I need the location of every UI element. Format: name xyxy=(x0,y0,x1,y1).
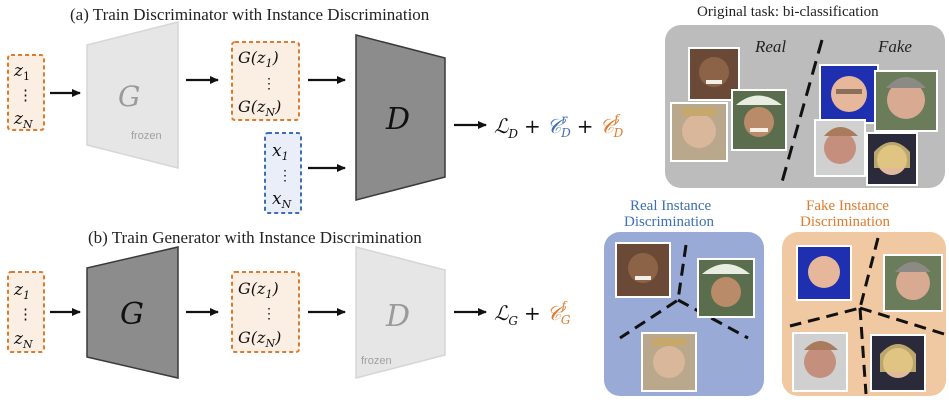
svg-text:zN: zN xyxy=(13,109,33,131)
svg-text:⋮: ⋮ xyxy=(262,76,276,92)
svg-text:xN: xN xyxy=(272,189,292,211)
section-a-loss: ℒD + 𝒞r D + 𝒞f D xyxy=(494,112,624,141)
real-instance-title-line1: Real Instance xyxy=(630,198,712,214)
svg-text:G(z1): G(z1) xyxy=(238,48,279,70)
svg-text:G(z1): G(z1) xyxy=(238,279,279,301)
section-b-discriminator: D frozen xyxy=(355,246,446,379)
decision-boundary xyxy=(780,39,824,183)
face-thumb xyxy=(615,242,671,298)
original-task-panel: Original task: bi-classification Real Fa… xyxy=(665,4,945,188)
svg-text:G(zN): G(zN) xyxy=(238,328,281,350)
section-a-input-box: z1 ⋮ zN xyxy=(7,54,45,131)
face-thumb xyxy=(819,64,879,124)
face-thumb xyxy=(670,102,728,162)
b-discriminator-frozen-note: frozen xyxy=(361,355,392,367)
section-b-input-box: z1 ⋮ zN xyxy=(7,271,45,353)
fake-label: Fake xyxy=(877,37,912,56)
section-b-generator: G xyxy=(86,246,179,379)
section-b-loss: ℒG + 𝒞f G xyxy=(494,299,571,328)
b-generator-label: G xyxy=(120,297,144,332)
svg-text:⋮: ⋮ xyxy=(278,168,292,184)
real-instance-panel: Real Instance Discrimination xyxy=(604,198,764,396)
face-thumb xyxy=(697,258,755,318)
face-thumb xyxy=(870,334,926,392)
svg-text:x1: x1 xyxy=(272,141,289,163)
svg-text:⋮: ⋮ xyxy=(18,305,33,323)
a-discriminator-label: D xyxy=(385,102,410,137)
section-b-title: (b) Train Generator with Instance Discri… xyxy=(88,228,422,247)
face-thumb xyxy=(641,332,697,392)
a-generator-frozen-note: frozen xyxy=(131,130,162,142)
face-thumb xyxy=(792,332,848,392)
svg-text:z1: z1 xyxy=(13,280,30,302)
a-generator-label: G xyxy=(118,80,140,113)
fake-instance-title-line1: Fake Instance xyxy=(806,198,889,214)
a-input-dots: ⋮ xyxy=(18,86,33,104)
section-a-real-input-box: x1 ⋮ xN xyxy=(264,132,302,214)
real-instance-title-line2: Discrimination xyxy=(624,214,714,230)
svg-text:zN: zN xyxy=(13,329,33,351)
b-discriminator-label: D xyxy=(385,299,410,334)
real-label: Real xyxy=(754,37,786,56)
svg-text:ℒG+𝒞fG: ℒG + 𝒞f G xyxy=(494,299,571,328)
face-thumb xyxy=(814,119,866,177)
original-task-title: Original task: bi-classification xyxy=(697,4,879,20)
fake-instance-title-line2: Discrimination xyxy=(800,214,890,230)
fake-instance-panel: Fake Instance Discrimination xyxy=(782,198,946,396)
face-thumb xyxy=(731,89,787,151)
face-thumb xyxy=(874,70,938,132)
svg-text:ℒD+𝒞rD+𝒞fD: ℒD + 𝒞r D + 𝒞f D xyxy=(494,112,624,141)
section-a-generator: G frozen xyxy=(86,21,179,169)
section-b-gen-output-box: G(z1) ⋮ G(zN) xyxy=(231,271,300,353)
a-input-zN: z xyxy=(13,109,24,129)
face-thumb xyxy=(688,47,740,101)
face-thumb xyxy=(883,254,943,312)
section-a-discriminator: D xyxy=(355,34,446,201)
section-a-gen-output-box: G(z1) ⋮ G(zN) xyxy=(231,41,300,121)
section-a-title: (a) Train Discriminator with Instance Di… xyxy=(70,5,430,24)
a-input-z1: z xyxy=(13,61,24,81)
svg-text:z1: z1 xyxy=(13,61,30,83)
face-thumb xyxy=(796,245,852,301)
svg-text:G(zN): G(zN) xyxy=(238,97,281,119)
face-thumb xyxy=(866,132,918,186)
svg-text:⋮: ⋮ xyxy=(262,306,276,322)
